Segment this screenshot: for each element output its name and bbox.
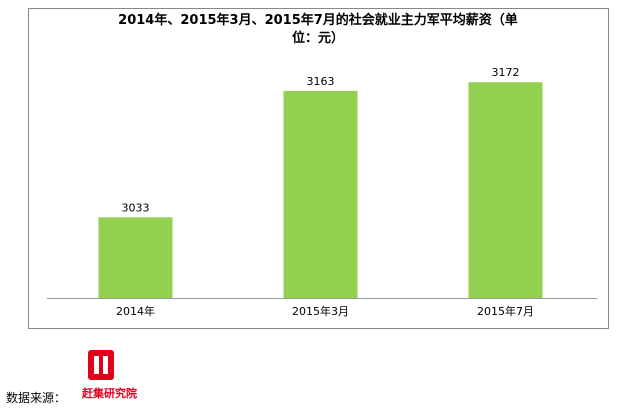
bar [468,82,543,298]
logo-text: 赶集研究院 [82,387,137,400]
bar [98,217,173,298]
value-label: 3172 [492,66,520,79]
logo-icon [88,350,114,380]
source-label: 数据来源： [6,391,67,405]
bar [283,90,358,299]
x-tick-label: 2015年7月 [477,304,534,318]
value-label: 3163 [307,75,335,88]
chart-title: 2014年、2015年3月、2015年7月的社会就业主力军平均薪资（单位：元） [118,13,518,46]
x-tick-label: 2014年 [116,304,155,318]
value-label: 3033 [122,201,150,214]
x-tick-label: 2015年3月 [292,304,349,318]
